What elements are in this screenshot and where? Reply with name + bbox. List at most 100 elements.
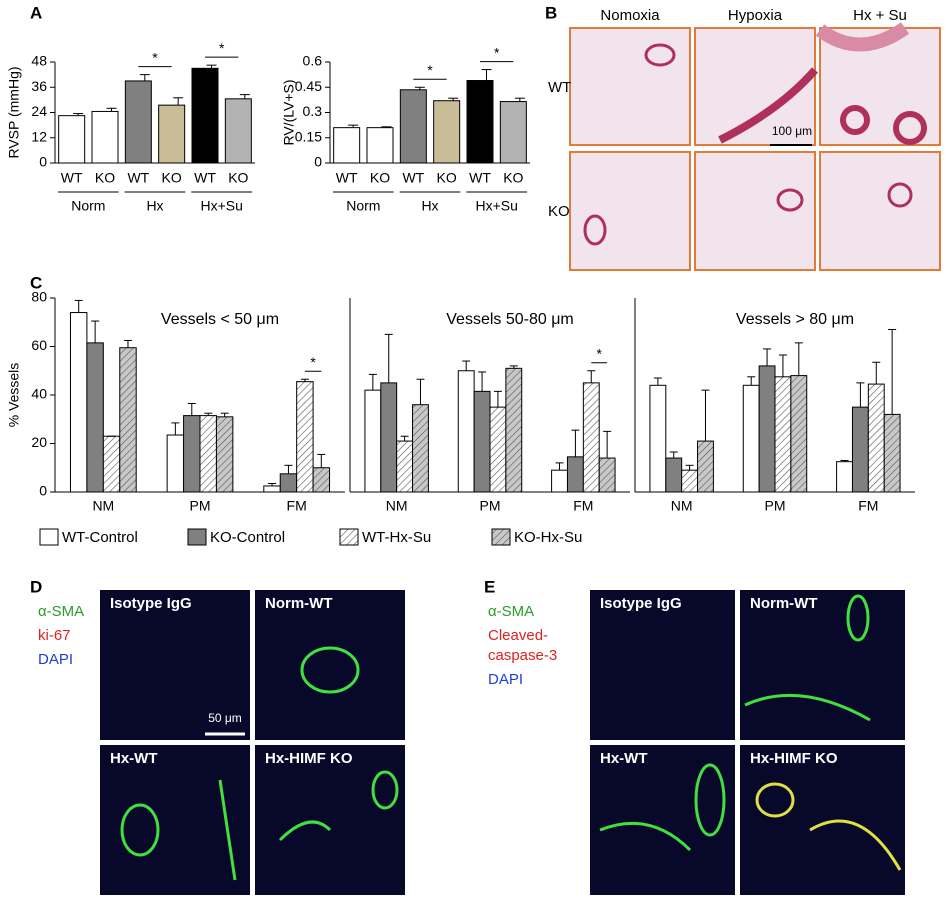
tile-label: Hx-HIMF KO xyxy=(750,750,838,767)
group-label: Hx+Su xyxy=(475,198,517,214)
vessels xyxy=(583,22,927,246)
bar xyxy=(86,342,104,493)
error-bar xyxy=(187,402,196,416)
bar xyxy=(598,457,616,493)
y-tick-label: 0 xyxy=(39,483,47,499)
error-bar xyxy=(268,483,277,486)
bar xyxy=(333,127,361,164)
vessels xyxy=(120,646,399,881)
error-bar xyxy=(763,348,772,366)
significance-label: * xyxy=(310,354,316,370)
x-tick-label: KO xyxy=(162,170,182,186)
error-bar xyxy=(603,430,612,459)
y-tick-label: 36 xyxy=(31,78,47,94)
bar xyxy=(883,413,901,493)
bar xyxy=(457,370,475,493)
y-tick-label: 0.45 xyxy=(295,78,322,94)
bar xyxy=(681,469,699,493)
x-tick-label: KO xyxy=(370,170,390,186)
error-bar xyxy=(368,373,377,391)
chart-title: Vessels > 80 μm xyxy=(736,311,854,328)
panel-letter: B xyxy=(545,3,557,22)
stain-label: α-SMA xyxy=(38,603,84,620)
x-tick-label: PM xyxy=(765,498,786,514)
stain-label: DAPI xyxy=(488,671,523,688)
x-tick-label: WT xyxy=(194,170,216,186)
error-bar xyxy=(171,422,180,436)
y-axis-label: RVSP (mmHg) xyxy=(6,66,22,158)
error-bar xyxy=(73,113,84,116)
y-tick-label: 0 xyxy=(314,154,322,170)
bar xyxy=(366,127,394,164)
column-header: Hx + Su xyxy=(853,7,907,24)
row-header: KO xyxy=(548,203,570,220)
error-bar xyxy=(348,124,359,128)
bar xyxy=(224,98,252,164)
legend-label: WT-Hx-Su xyxy=(362,529,431,546)
column-header: Hypoxia xyxy=(728,7,783,24)
significance-label: * xyxy=(494,44,500,60)
chart-title: Vessels < 50 μm xyxy=(161,311,279,328)
error-bar xyxy=(139,74,150,81)
significance-label: * xyxy=(427,62,433,78)
group-label: Hx xyxy=(146,198,163,214)
bar xyxy=(91,110,119,164)
column-header: Nomoxia xyxy=(600,7,660,24)
error-bar xyxy=(555,462,564,471)
bar xyxy=(380,382,398,493)
y-tick-label: 0.6 xyxy=(303,53,323,69)
error-bar xyxy=(478,371,487,392)
bar xyxy=(774,376,792,493)
error-bar xyxy=(701,389,710,442)
y-tick-label: 48 xyxy=(31,53,47,69)
bar xyxy=(183,415,201,493)
stain-label: α-SMA xyxy=(488,603,534,620)
bar xyxy=(102,435,121,493)
error-bar xyxy=(400,435,409,442)
tile-label: Hx-WT xyxy=(110,750,158,767)
error-bar xyxy=(514,97,525,102)
error-bar xyxy=(856,382,865,408)
error-bar xyxy=(840,459,849,462)
y-axis-label: % Vessels xyxy=(6,363,22,428)
legend-swatch xyxy=(187,528,207,546)
tile-label: Hx-HIMF KO xyxy=(265,750,353,767)
error-bar xyxy=(284,464,293,474)
bar xyxy=(867,383,885,493)
error-bar xyxy=(669,451,678,459)
scale-bar-label: 50 μm xyxy=(208,711,242,725)
y-tick-label: 0 xyxy=(39,154,47,170)
fluorescence-image xyxy=(740,745,905,895)
stain-label: Cleaved- xyxy=(488,627,548,644)
stain-label: caspase-3 xyxy=(488,647,557,664)
error-bar xyxy=(653,377,662,386)
histology-grid xyxy=(569,27,941,271)
tile-label: Isotype IgG xyxy=(110,595,192,612)
group-label: Norm xyxy=(346,198,380,214)
error-bar xyxy=(448,97,459,101)
legend-label: WT-Control xyxy=(62,529,138,546)
x-tick-label: PM xyxy=(480,498,501,514)
error-bar xyxy=(220,412,229,417)
error-bar xyxy=(239,94,250,99)
fluorescence-image xyxy=(100,590,250,740)
bar xyxy=(412,404,429,493)
panel-letter: E xyxy=(484,577,495,596)
error-bar xyxy=(778,354,787,377)
legend-label: KO-Control xyxy=(210,529,285,546)
tile-label: Norm-WT xyxy=(750,595,818,612)
bar xyxy=(836,461,853,493)
panel-letter: C xyxy=(30,273,42,292)
y-tick-label: 40 xyxy=(31,386,47,402)
x-tick-label: FM xyxy=(573,498,593,514)
bar xyxy=(296,381,314,493)
y-tick-label: 60 xyxy=(31,337,47,353)
x-tick-label: WT xyxy=(469,170,491,186)
error-bar xyxy=(74,299,83,313)
bar xyxy=(396,440,414,493)
error-bar xyxy=(872,361,881,385)
bar xyxy=(215,416,234,493)
error-bar xyxy=(317,453,326,468)
legend-swatch xyxy=(491,528,511,546)
fluorescence-image xyxy=(255,590,405,740)
